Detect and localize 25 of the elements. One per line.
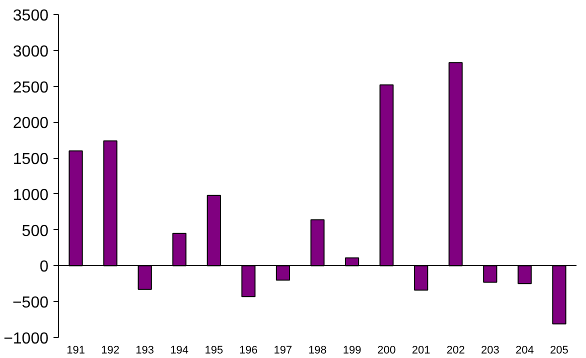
y-tick-label: 2500 bbox=[12, 79, 49, 96]
x-tick-label: 192 bbox=[101, 344, 120, 356]
x-tick-label: 200 bbox=[377, 344, 396, 356]
x-tick-label: 203 bbox=[480, 344, 500, 356]
x-tick-label: 202 bbox=[446, 344, 465, 356]
y-tick-label: 2000 bbox=[12, 115, 49, 132]
x-tick-label: 194 bbox=[170, 344, 189, 356]
y-tick-label: 3500 bbox=[12, 8, 49, 24]
y-tick-label: 0 bbox=[40, 258, 49, 276]
x-tick-label: 199 bbox=[342, 344, 362, 356]
y-tick-label: 1000 bbox=[12, 186, 49, 204]
y-tick-label: 1500 bbox=[12, 151, 49, 168]
y-tick-label: −1000 bbox=[4, 330, 49, 348]
x-tick-label: 201 bbox=[412, 344, 430, 356]
y-tick-label: 500 bbox=[22, 222, 49, 240]
x-tick-label: 195 bbox=[204, 344, 224, 356]
x-tick-label: 193 bbox=[136, 344, 154, 356]
x-tick-label: 197 bbox=[274, 344, 292, 356]
x-tick-label: 198 bbox=[308, 344, 327, 356]
x-tick-label: 204 bbox=[516, 344, 534, 356]
x-tick-label: 196 bbox=[239, 344, 258, 356]
x-tick-label: 191 bbox=[66, 344, 85, 356]
y-tick-label: −500 bbox=[12, 294, 49, 312]
x-tick-label: 205 bbox=[550, 344, 568, 356]
y-tick-label: 3000 bbox=[12, 43, 49, 60]
